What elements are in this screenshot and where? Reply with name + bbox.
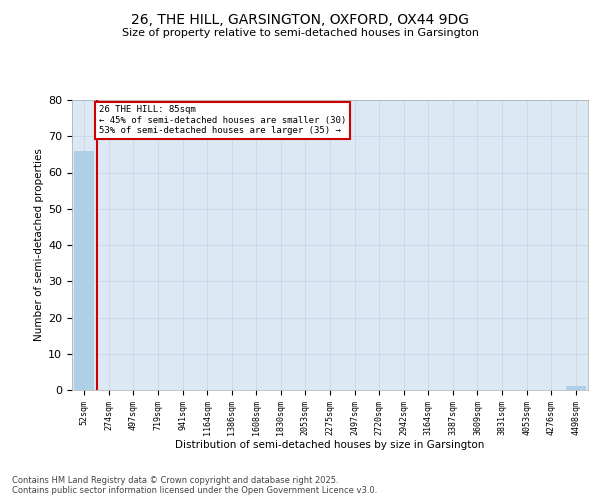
X-axis label: Distribution of semi-detached houses by size in Garsington: Distribution of semi-detached houses by … [175,440,485,450]
Y-axis label: Number of semi-detached properties: Number of semi-detached properties [34,148,44,342]
Text: Size of property relative to semi-detached houses in Garsington: Size of property relative to semi-detach… [121,28,479,38]
Text: 26, THE HILL, GARSINGTON, OXFORD, OX44 9DG: 26, THE HILL, GARSINGTON, OXFORD, OX44 9… [131,12,469,26]
Text: 26 THE HILL: 85sqm
← 45% of semi-detached houses are smaller (30)
53% of semi-de: 26 THE HILL: 85sqm ← 45% of semi-detache… [99,106,346,135]
Bar [566,386,586,390]
Text: Contains HM Land Registry data © Crown copyright and database right 2025.
Contai: Contains HM Land Registry data © Crown c… [12,476,377,495]
Bar [74,151,94,390]
